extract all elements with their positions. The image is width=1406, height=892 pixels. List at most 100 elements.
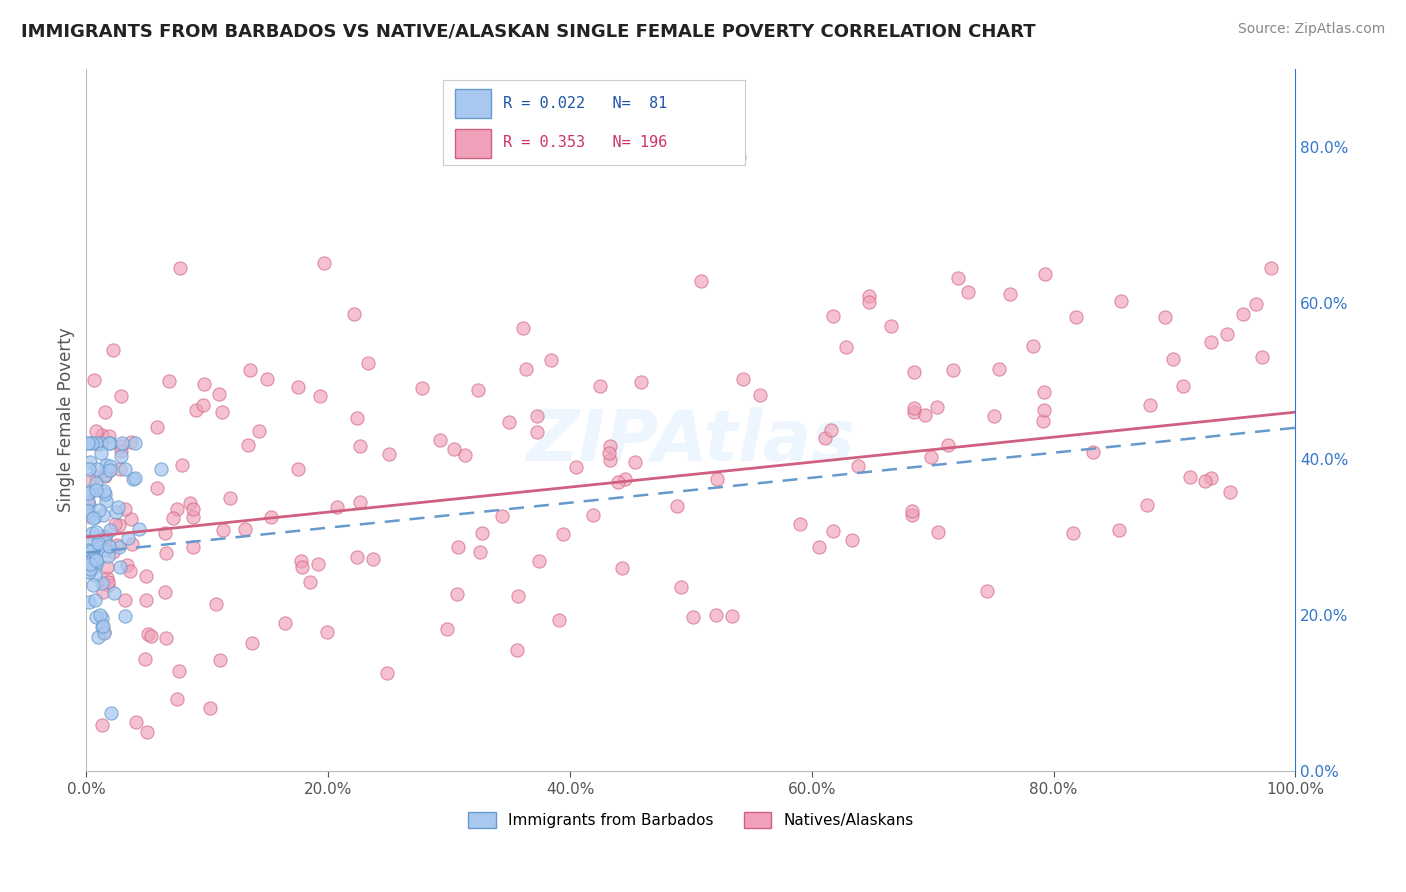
- Point: [114, 462, 136, 476]
- Point: [1108, 524, 1130, 538]
- Point: [157, 374, 180, 388]
- Point: [80, 484, 103, 499]
- Point: [307, 558, 329, 572]
- Point: [111, 436, 134, 450]
- Point: [671, 580, 693, 594]
- Point: [94, 533, 117, 548]
- Point: [193, 376, 215, 391]
- Point: [526, 409, 548, 423]
- Point: [179, 495, 201, 509]
- Point: [97, 464, 120, 478]
- FancyBboxPatch shape: [456, 128, 491, 158]
- Point: [114, 609, 136, 624]
- Point: [107, 538, 129, 552]
- Point: [564, 460, 586, 475]
- Point: [98, 523, 121, 537]
- Text: Source: ZipAtlas.com: Source: ZipAtlas.com: [1237, 22, 1385, 37]
- Point: [1062, 525, 1084, 540]
- Point: [124, 436, 146, 450]
- Point: [976, 584, 998, 599]
- Point: [93, 625, 115, 640]
- Point: [942, 363, 965, 377]
- Point: [343, 307, 366, 321]
- Point: [77, 461, 100, 475]
- Point: [198, 700, 221, 714]
- Point: [1194, 474, 1216, 488]
- Point: [581, 508, 603, 523]
- Point: [256, 372, 278, 386]
- Point: [436, 622, 458, 636]
- Point: [356, 356, 378, 370]
- Point: [613, 472, 636, 486]
- Point: [84, 475, 107, 490]
- Y-axis label: Single Female Poverty: Single Female Poverty: [58, 327, 75, 512]
- Point: [900, 504, 922, 518]
- Point: [80, 436, 103, 450]
- Point: [349, 439, 371, 453]
- Point: [117, 558, 139, 572]
- Point: [77, 533, 100, 548]
- Point: [79, 455, 101, 469]
- Point: [86, 483, 108, 497]
- Point: [411, 381, 433, 395]
- Point: [682, 610, 704, 624]
- Point: [599, 452, 621, 467]
- Point: [167, 664, 190, 678]
- Point: [547, 613, 569, 627]
- Point: [316, 625, 339, 640]
- Point: [1161, 351, 1184, 366]
- Point: [98, 463, 121, 477]
- Point: [82, 578, 104, 592]
- Point: [468, 545, 491, 559]
- Point: [291, 560, 314, 574]
- Point: [446, 587, 468, 601]
- Point: [835, 340, 858, 354]
- Point: [96, 560, 118, 574]
- Point: [1081, 445, 1104, 459]
- Point: [77, 595, 100, 609]
- Point: [1000, 286, 1022, 301]
- Point: [91, 619, 114, 633]
- Point: [512, 321, 534, 335]
- Point: [77, 565, 100, 579]
- Point: [1260, 260, 1282, 275]
- Point: [100, 459, 122, 474]
- Point: [110, 450, 132, 464]
- Point: [858, 289, 880, 303]
- Point: [1033, 267, 1056, 281]
- Point: [624, 455, 647, 469]
- Point: [84, 436, 107, 450]
- Point: [491, 508, 513, 523]
- Point: [90, 445, 112, 459]
- Point: [86, 462, 108, 476]
- Point: [506, 643, 529, 657]
- Point: [84, 553, 107, 567]
- Point: [1251, 350, 1274, 364]
- Point: [149, 462, 172, 476]
- Point: [247, 424, 270, 438]
- Point: [598, 446, 620, 460]
- Point: [110, 444, 132, 458]
- Text: IMMIGRANTS FROM BARBADOS VS NATIVE/ALASKAN SINGLE FEMALE POVERTY CORRELATION CHA: IMMIGRANTS FROM BARBADOS VS NATIVE/ALASK…: [21, 22, 1036, 40]
- Point: [155, 631, 177, 645]
- Point: [79, 561, 101, 575]
- Point: [100, 436, 122, 450]
- Point: [443, 442, 465, 456]
- Point: [120, 434, 142, 449]
- Point: [76, 542, 98, 557]
- Point: [704, 608, 727, 623]
- Point: [77, 503, 100, 517]
- Point: [93, 469, 115, 483]
- Point: [76, 504, 98, 518]
- Point: [236, 438, 259, 452]
- Point: [124, 471, 146, 485]
- Point: [121, 537, 143, 551]
- Point: [814, 431, 837, 445]
- Point: [508, 590, 530, 604]
- Point: [820, 423, 842, 437]
- Point: [80, 526, 103, 541]
- Point: [135, 569, 157, 583]
- Point: [84, 424, 107, 438]
- Point: [128, 522, 150, 536]
- Point: [540, 353, 562, 368]
